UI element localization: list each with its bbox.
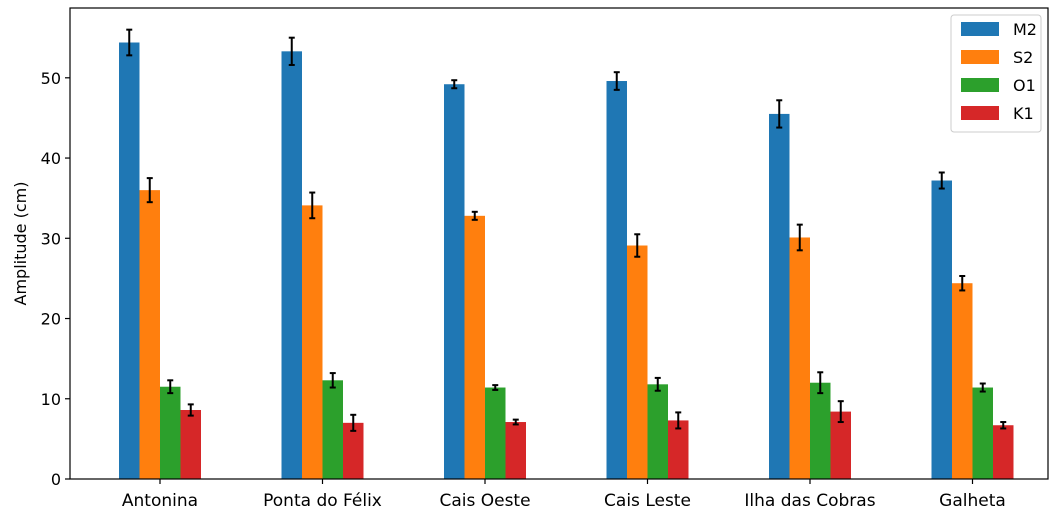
- y-tick-label: 50: [41, 69, 61, 88]
- error-bar-k1-4: [837, 400, 844, 424]
- bar-s2-4: [789, 237, 810, 479]
- bar-m2-0: [119, 42, 140, 479]
- x-tick-label: Antonina: [122, 491, 198, 511]
- bar-o1-0: [160, 386, 181, 479]
- bar-m2-4: [769, 113, 790, 479]
- bar-m2-5: [931, 180, 952, 480]
- error-bar-s2-4: [796, 223, 803, 252]
- error-bar-m2-5: [938, 171, 945, 190]
- bar-s2-0: [139, 190, 160, 479]
- bar-m2-2: [444, 84, 465, 480]
- y-axis-label: Amplitude (cm): [11, 182, 30, 306]
- error-bar-k1-0: [187, 403, 194, 417]
- bar-s2-1: [302, 205, 323, 479]
- error-bar-m2-2: [451, 79, 458, 90]
- error-bar-m2-3: [613, 71, 620, 91]
- error-bars-layer: [126, 28, 1007, 432]
- bar-k1-2: [505, 422, 526, 479]
- error-bar-o1-0: [167, 379, 174, 395]
- error-bar-s2-3: [634, 233, 641, 258]
- bar-o1-1: [322, 380, 343, 479]
- legend-label-o1: O1: [1013, 76, 1036, 95]
- error-bar-o1-1: [329, 372, 336, 389]
- error-bar-o1-2: [492, 384, 499, 391]
- bar-o1-2: [485, 387, 506, 479]
- bar-k1-0: [180, 409, 201, 479]
- y-tick-label: 30: [41, 229, 61, 248]
- error-bar-s2-1: [309, 191, 316, 220]
- error-bar-o1-3: [654, 376, 661, 392]
- error-bar-m2-4: [776, 99, 783, 129]
- legend-label-k1: K1: [1013, 104, 1034, 123]
- legend-swatch-o1: [961, 78, 999, 92]
- x-axis: Antonina Ponta do Félix Cais Oeste Cais Les…: [122, 479, 1006, 511]
- bar-k1-5: [993, 425, 1014, 479]
- y-tick-label: 40: [41, 149, 61, 168]
- x-tick-label: Cais Oeste: [439, 491, 530, 511]
- y-tick-label: 0: [51, 470, 61, 489]
- bar-o1-3: [647, 384, 668, 479]
- legend-swatch-k1: [961, 106, 999, 120]
- bar-k1-4: [830, 411, 851, 479]
- bar-m2-1: [281, 51, 302, 479]
- error-bar-k1-1: [350, 413, 357, 432]
- error-bar-s2-5: [959, 274, 966, 292]
- bar-k1-1: [343, 422, 364, 479]
- bar-s2-3: [627, 245, 648, 479]
- error-bar-m2-1: [288, 36, 295, 66]
- error-bar-m2-0: [126, 28, 133, 57]
- error-bar-s2-2: [471, 210, 478, 221]
- error-bar-k1-2: [512, 418, 519, 426]
- bar-m2-3: [606, 81, 627, 480]
- plot-frame: [69, 7, 1049, 480]
- y-axis: 0 10 20 30 40 50: [41, 69, 70, 489]
- bar-k1-3: [668, 420, 689, 479]
- x-tick-label: Cais Leste: [604, 491, 691, 511]
- legend-label-m2: M2: [1013, 20, 1037, 39]
- legend-swatch-s2: [961, 50, 999, 64]
- legend-swatch-m2: [961, 22, 999, 36]
- error-bar-k1-5: [1000, 421, 1007, 430]
- bars-layer: [119, 42, 1014, 480]
- y-tick-label: 10: [41, 390, 61, 409]
- legend-label-s2: S2: [1013, 48, 1033, 67]
- legend: M2 S2 O1 K1: [950, 14, 1042, 133]
- x-tick-label: Ponta do Félix: [263, 491, 382, 511]
- x-tick-label: Galheta: [939, 491, 1006, 511]
- bar-s2-5: [952, 283, 973, 479]
- bar-s2-2: [464, 215, 485, 479]
- bar-o1-4: [810, 382, 831, 479]
- legend-box: [950, 14, 1042, 133]
- error-bar-o1-4: [817, 371, 824, 395]
- x-tick-label: Ilha das Cobras: [744, 491, 875, 511]
- error-bar-k1-3: [675, 411, 682, 430]
- error-bar-o1-5: [979, 382, 986, 393]
- bar-o1-5: [972, 387, 993, 479]
- y-tick-label: 20: [41, 310, 61, 329]
- error-bar-s2-0: [146, 177, 153, 204]
